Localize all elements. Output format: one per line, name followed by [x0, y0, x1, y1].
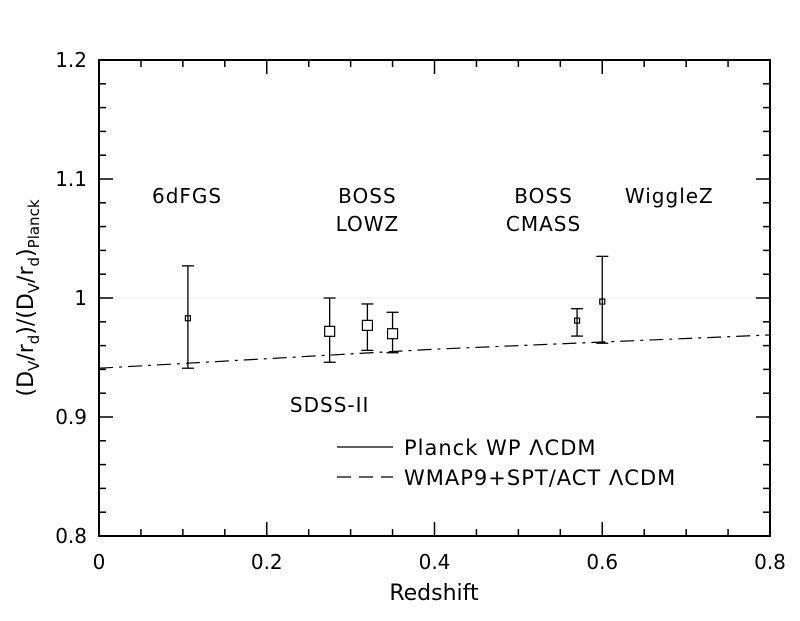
y-title-subscript: Planck	[25, 199, 43, 248]
data-point-marker	[386, 328, 399, 340]
x-tick-label: 0.2	[251, 550, 283, 574]
data-point-marker	[599, 298, 606, 305]
y-title-subscript: V	[25, 282, 43, 293]
y-title-part: )	[14, 248, 39, 257]
y-title-subscript: V	[25, 360, 43, 371]
data-point-marker	[184, 315, 192, 322]
data-point-marker	[361, 319, 373, 331]
y-tick-label: 0.8	[55, 524, 87, 548]
x-tick-label: 0	[93, 550, 106, 574]
tick-labels: 0 0.2 0.4 0.6 0.8 0.8 0.9 1 1.1 1.2	[55, 48, 786, 574]
survey-annotations: 6dFGS BOSS LOWZ BOSS CMASS WiggleZ SDSS-II	[152, 184, 714, 417]
survey-label: SDSS-II	[290, 393, 370, 417]
y-tick-label: 1	[74, 286, 87, 310]
y-axis-title: (DV/rd)/(DV/rd)Planck	[14, 199, 43, 396]
x-axis-title: Redshift	[389, 581, 479, 606]
y-title-part: (D	[14, 371, 39, 397]
survey-label: BOSS	[338, 184, 397, 208]
y-tick-label: 1.2	[55, 48, 87, 72]
plot-frame	[98, 59, 771, 537]
data-point-marker	[324, 325, 336, 337]
survey-label: BOSS	[514, 184, 573, 208]
y-title-part: /r	[14, 343, 39, 360]
legend-label: WMAP9+SPT/ACT ΛCDM	[404, 466, 676, 490]
data-point-marker	[573, 317, 581, 324]
legend-label: Planck WP ΛCDM	[404, 436, 596, 460]
y-title-part: )/(D	[14, 293, 39, 335]
y-tick-label: 1.1	[55, 167, 87, 191]
y-title-subscript: d	[25, 335, 43, 345]
legend: Planck WP ΛCDM WMAP9+SPT/ACT ΛCDM	[337, 436, 676, 490]
x-tick-label: 0.8	[754, 550, 786, 574]
survey-label: LOWZ	[336, 212, 400, 236]
series-wmap9-line	[98, 334, 771, 369]
y-title-subscript: d	[25, 257, 43, 267]
series-layer	[98, 297, 771, 369]
survey-label: WiggleZ	[625, 184, 714, 208]
x-tick-label: 0.6	[586, 550, 618, 574]
survey-label: 6dFGS	[152, 184, 222, 208]
survey-label: CMASS	[506, 212, 581, 236]
x-tick-label: 0.4	[419, 550, 451, 574]
y-tick-label: 0.9	[55, 405, 87, 429]
y-title-part: /r	[14, 266, 39, 283]
data-points	[181, 255, 609, 369]
